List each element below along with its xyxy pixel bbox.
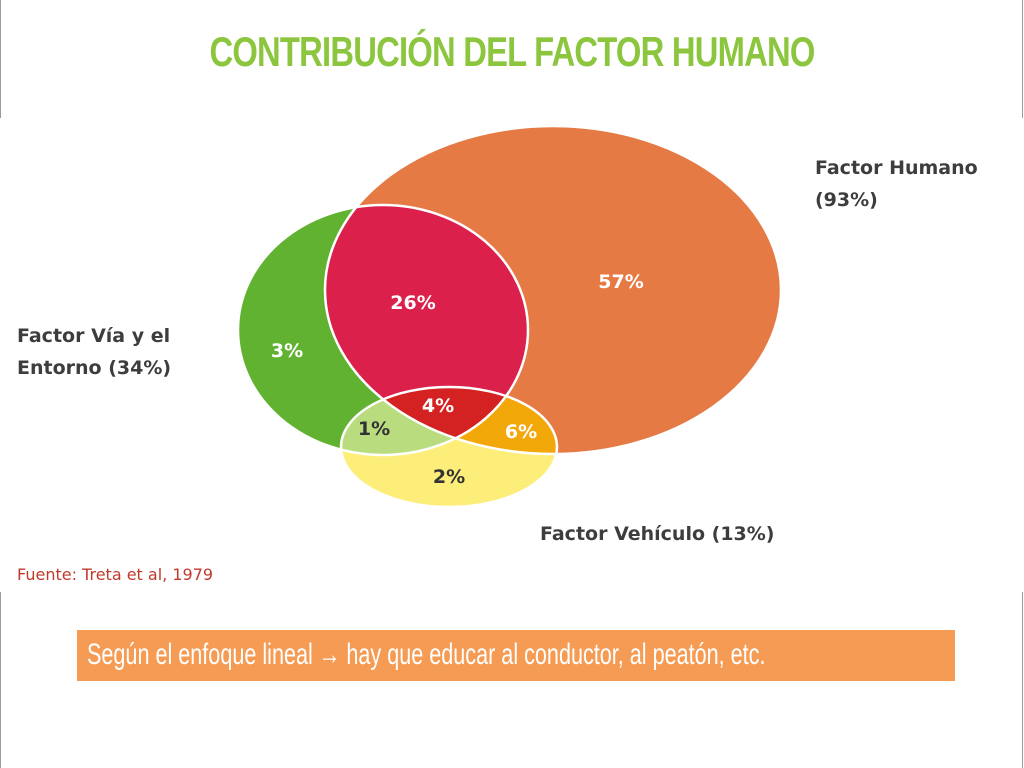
slide-title: CONTRIBUCIÓN DEL FACTOR HUMANO	[209, 28, 815, 75]
label-factor-humano: Factor Humano (93%)	[815, 152, 978, 216]
venn-outline-humano	[323, 124, 783, 456]
value-via-only: 3%	[271, 340, 303, 362]
label-factor-via-line2: Entorno (34%)	[17, 357, 172, 379]
conclusion-banner: Según el enfoque lineal → hay que educar…	[77, 630, 955, 681]
banner-text: Según el enfoque lineal → hay que educar…	[87, 638, 765, 672]
label-factor-via-line1: Factor Vía y el	[17, 325, 171, 347]
venn-outline-via	[236, 203, 530, 457]
banner-text-after: hay que educar al conductor, al peatón, …	[340, 638, 766, 671]
value-all-three: 4%	[422, 395, 454, 417]
frame-right-bottom	[1022, 592, 1023, 768]
label-factor-vehiculo: Factor Vehículo (13%)	[540, 518, 774, 550]
banner-text-before: Según el enfoque lineal	[87, 638, 319, 671]
label-factor-humano-line2: (93%)	[815, 189, 878, 211]
frame-right-top	[1022, 0, 1023, 118]
frame-left-top	[0, 0, 1, 118]
value-humano-only: 57%	[598, 271, 643, 293]
value-via-humano: 26%	[390, 292, 435, 314]
source-note: Fuente: Treta et al, 1979	[17, 565, 214, 584]
label-factor-humano-line1: Factor Humano	[815, 157, 978, 179]
label-factor-via: Factor Vía y el Entorno (34%)	[17, 320, 171, 384]
value-via-vehiculo: 1%	[358, 418, 390, 440]
arrow-right-icon: →	[318, 638, 341, 671]
value-humano-vehiculo: 6%	[505, 421, 537, 443]
value-vehiculo-only: 2%	[433, 466, 465, 488]
label-factor-vehiculo-text: Factor Vehículo (13%)	[540, 523, 775, 545]
frame-left-bottom	[0, 592, 1, 768]
venn-outline-vehiculo	[339, 385, 559, 509]
